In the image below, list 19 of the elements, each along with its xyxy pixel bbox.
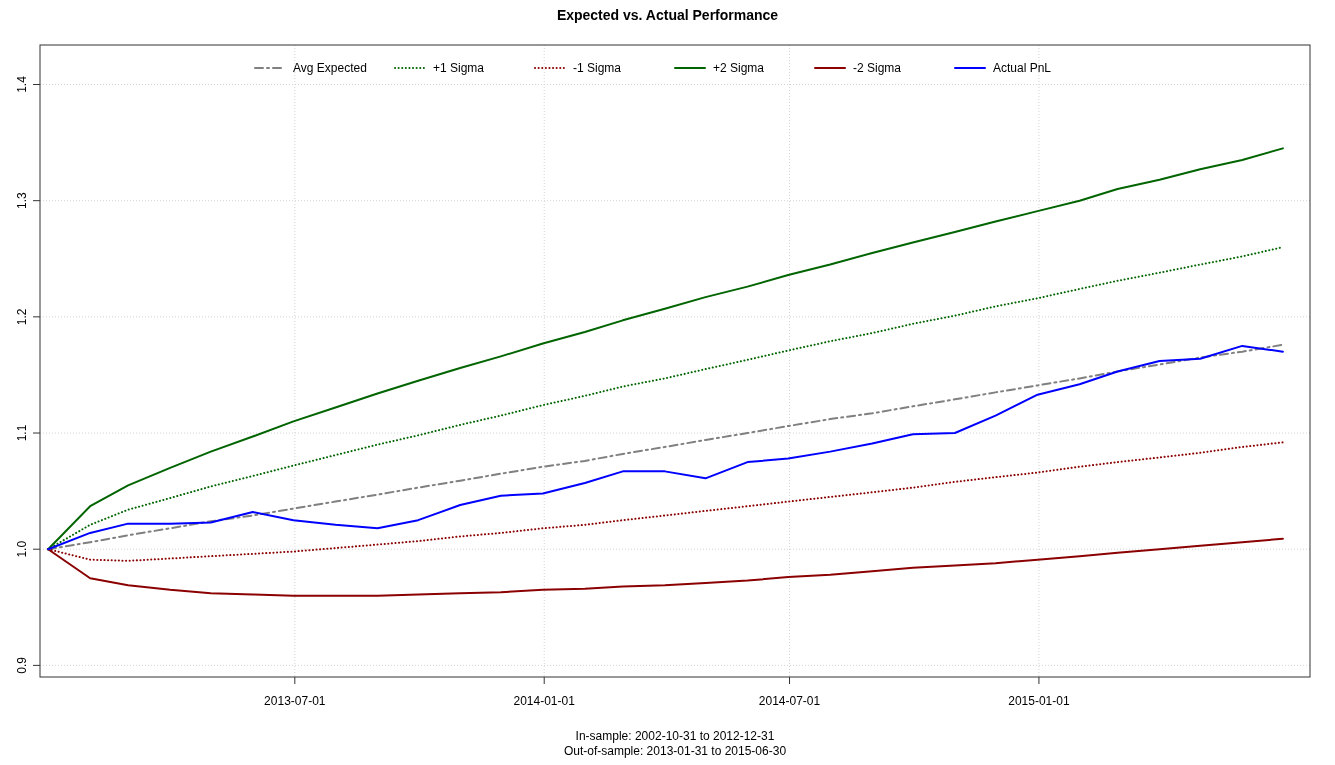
- legend-label: Actual PnL: [993, 61, 1052, 75]
- text: In-sample: 2002-10-31 to 2012-12-31: [575, 729, 775, 743]
- x-tick-label: 2015-01-01: [1008, 694, 1070, 708]
- y-tick-label: 1.2: [15, 308, 29, 326]
- text: Out-of-sample: 2013-01-31 to 2015-06-30: [563, 744, 787, 758]
- y-tick-label: 0.9: [15, 656, 29, 674]
- x-tick-label: 2014-01-01: [513, 694, 576, 708]
- legend-label: +2 Sigma: [713, 61, 765, 75]
- x-tick-label: 2014-07-01: [758, 694, 821, 708]
- y-tick-label: 1.1: [15, 424, 29, 442]
- y-tick-label: 1.3: [15, 192, 29, 210]
- legend-label: Avg Expected: [293, 61, 367, 75]
- legend-label: -2 Sigma: [853, 61, 902, 75]
- chart-title: Expected vs. Actual Performance: [556, 7, 779, 23]
- y-tick-label: 1.4: [15, 75, 29, 93]
- legend-label: +1 Sigma: [433, 61, 485, 75]
- legend-label: -1 Sigma: [573, 61, 622, 75]
- x-tick-label: 2013-07-01: [264, 694, 326, 708]
- y-tick-label: 1.0: [15, 540, 29, 558]
